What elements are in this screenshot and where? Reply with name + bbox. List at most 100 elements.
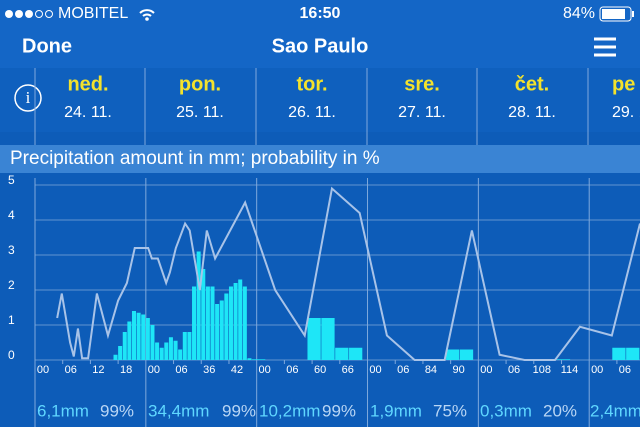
bar [205, 286, 210, 360]
x-tick-label: 06 [397, 364, 409, 376]
weekday: pe [612, 73, 635, 95]
bar [247, 358, 252, 360]
bar [459, 349, 474, 360]
carrier: MOBITEL [58, 5, 128, 22]
bar [228, 286, 233, 360]
bar [215, 304, 220, 360]
amount: 6,1mm [37, 401, 89, 420]
amount: 34,4mm [148, 401, 209, 420]
top-bar [0, 0, 640, 68]
day-separators [34, 68, 589, 145]
bar [168, 337, 173, 360]
x-tick-label: 00 [259, 364, 271, 376]
amount: 2,4mm [590, 401, 640, 420]
amount: 1,9mm [370, 401, 422, 420]
bar [131, 311, 137, 360]
bar [219, 300, 224, 360]
clock: 16:50 [300, 5, 341, 22]
wifi-icon [139, 9, 155, 17]
probability: 99% [100, 401, 134, 420]
bar [113, 354, 118, 360]
bar [252, 359, 266, 360]
bar [335, 347, 349, 360]
bar [155, 342, 160, 360]
bar [127, 321, 132, 360]
x-tick-label: 66 [342, 364, 354, 376]
bar [224, 293, 229, 360]
bar [192, 286, 197, 360]
city-title: Sao Paulo [272, 35, 369, 57]
bar [446, 349, 460, 360]
y-tick-label: 2 [8, 278, 15, 292]
battery-tip [632, 11, 634, 17]
bar [173, 340, 178, 360]
x-tick-label: 06 [508, 364, 520, 376]
x-tick-label: 18 [120, 364, 132, 376]
done-button[interactable]: Done [22, 35, 72, 57]
bar [164, 342, 169, 360]
date: 28. 11. [508, 104, 556, 121]
probability: 99% [222, 401, 256, 420]
bar [187, 332, 192, 360]
subtitle-band [0, 145, 640, 173]
bar [626, 347, 640, 360]
x-tick-label: 108 [533, 364, 551, 376]
bar [233, 283, 238, 360]
bar [201, 269, 206, 360]
amount: 10,2mm [259, 401, 320, 420]
x-tick-label: 06 [65, 364, 77, 376]
x-tick-label: 90 [453, 364, 465, 376]
bar [196, 251, 201, 360]
probability: 75% [433, 401, 467, 420]
y-tick-label: 3 [8, 243, 15, 257]
info-icon: i [26, 88, 31, 107]
chart-subtitle: Precipitation amount in mm; probability … [10, 148, 380, 169]
x-tick-label: 114 [561, 364, 579, 376]
bar [612, 347, 626, 360]
x-tick-label: 06 [286, 364, 298, 376]
x-tick-label: 00 [148, 364, 160, 376]
info-button[interactable] [14, 84, 42, 112]
x-tick-label: 00 [369, 364, 381, 376]
weekday: čet. [515, 73, 549, 95]
x-tick-label: 06 [175, 364, 187, 376]
bar [122, 332, 127, 360]
bar [141, 314, 146, 360]
y-tick-label: 1 [8, 313, 15, 327]
bar [556, 359, 571, 360]
weekday: tor. [296, 73, 327, 95]
bar [145, 318, 150, 360]
date: 24. 11. [64, 104, 112, 121]
date: 26. 11. [288, 104, 336, 121]
x-tick-label: 00 [480, 364, 492, 376]
probability: 99% [322, 401, 356, 420]
bar [349, 347, 363, 360]
signal-dots [5, 10, 53, 18]
bar [118, 346, 123, 360]
probability: 20% [543, 401, 577, 420]
wifi-dot [145, 17, 149, 21]
bar [210, 286, 215, 360]
x-tick-label: 42 [231, 364, 243, 376]
date: 27. 11. [398, 104, 446, 121]
x-tick-label: 06 [619, 364, 631, 376]
probability-line [56, 186, 640, 361]
chart [34, 178, 640, 427]
y-tick-label: 4 [8, 208, 15, 222]
bar [182, 332, 187, 360]
x-tick-label: 60 [314, 364, 326, 376]
amount: 0,3mm [480, 401, 532, 420]
bar [136, 312, 141, 360]
x-tick-label: 36 [203, 364, 215, 376]
battery-outline [599, 6, 632, 22]
battery-level [602, 9, 625, 19]
bar [178, 349, 183, 360]
bar [307, 318, 321, 360]
x-tick-label: 84 [425, 364, 437, 376]
date: 25. 11. [176, 104, 224, 121]
x-tick-label: 00 [591, 364, 603, 376]
menu-button[interactable] [594, 37, 616, 57]
bar [321, 318, 335, 360]
